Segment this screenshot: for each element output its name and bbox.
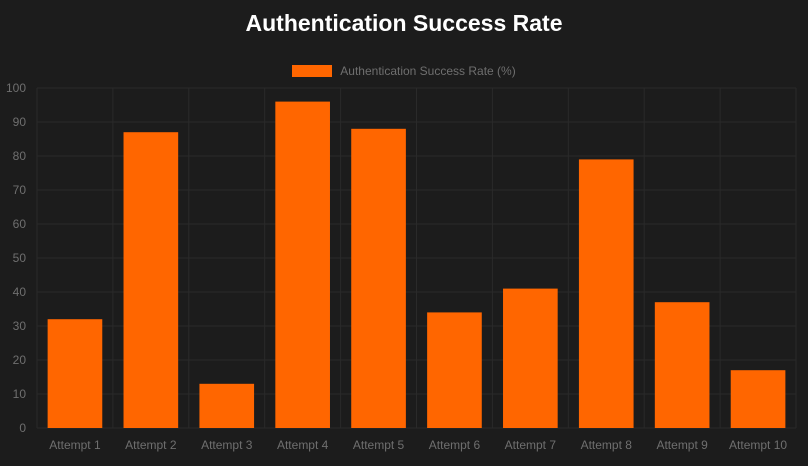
x-tick-label: Attempt 3 (201, 438, 253, 452)
bar-layer (47, 101, 786, 429)
x-tick-label: Attempt 9 (656, 438, 708, 452)
y-tick-label: 40 (13, 285, 27, 299)
y-tick-label: 70 (13, 183, 27, 197)
y-tick-label: 80 (13, 149, 27, 163)
bar-1[interactable] (47, 319, 103, 428)
bar-6[interactable] (427, 312, 482, 428)
x-tick-label: Attempt 10 (729, 438, 787, 452)
x-tick-label: Attempt 5 (353, 438, 405, 452)
x-tick-label: Attempt 2 (125, 438, 177, 452)
y-axis: 0 10 20 30 40 50 60 70 80 90 100 (6, 81, 26, 435)
bar-7[interactable] (503, 288, 558, 428)
legend[interactable]: Authentication Success Rate (%) (0, 64, 808, 78)
y-tick-label: 10 (13, 387, 27, 401)
x-tick-label: Attempt 7 (505, 438, 557, 452)
y-tick-label: 100 (6, 81, 26, 95)
y-tick-label: 0 (19, 421, 26, 435)
x-tick-label: Attempt 4 (277, 438, 329, 452)
bar-4[interactable] (275, 101, 330, 428)
y-tick-label: 90 (13, 115, 27, 129)
y-tick-label: 30 (13, 319, 27, 333)
y-tick-label: 20 (13, 353, 27, 367)
y-tick-label: 50 (13, 251, 27, 265)
x-tick-label: Attempt 6 (429, 438, 481, 452)
bar-3[interactable] (199, 383, 255, 428)
bar-8[interactable] (578, 159, 634, 428)
bar-2[interactable] (123, 132, 179, 428)
chart-title: Authentication Success Rate (245, 10, 563, 36)
bar-9[interactable] (654, 302, 710, 428)
y-tick-label: 60 (13, 217, 27, 231)
bar-10[interactable] (730, 370, 786, 428)
x-tick-label: Attempt 1 (49, 438, 101, 452)
legend-label: Authentication Success Rate (%) (340, 64, 516, 78)
x-tick-label: Attempt 8 (581, 438, 633, 452)
legend-swatch (292, 65, 333, 77)
bar-5[interactable] (351, 128, 406, 429)
x-axis: Attempt 1 Attempt 2 Attempt 3 Attempt 4 Atte… (49, 438, 787, 452)
